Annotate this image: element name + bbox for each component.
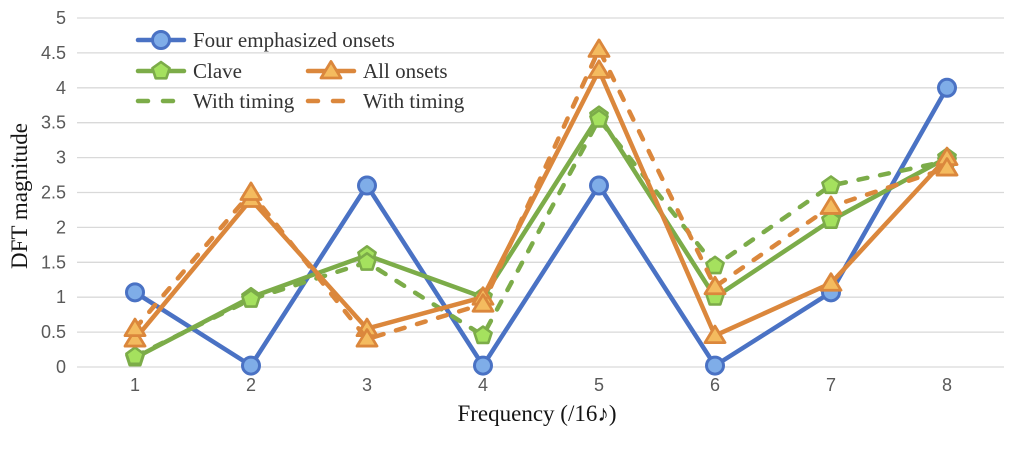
circle-marker [241, 355, 261, 376]
legend-key-four-emphasized-onsets [135, 30, 187, 50]
x-tick-label: 3 [362, 375, 372, 395]
y-tick-label: 5 [56, 8, 66, 28]
triangle-marker [355, 328, 379, 348]
x-axis-tick-labels: 1 2 3 4 5 6 7 8 [130, 375, 952, 395]
pentagon-marker [151, 60, 171, 80]
triangle-marker [123, 317, 147, 338]
pentagon-marker [241, 288, 261, 308]
circle-marker [705, 355, 725, 376]
legend-label-four-emphasized-onsets: Four emphasized onsets [193, 28, 395, 52]
x-tick-label: 8 [942, 375, 952, 395]
pentagon-marker [473, 325, 493, 345]
pentagon-marker [821, 175, 841, 195]
series-clave [125, 105, 957, 367]
y-tick-label: 2.5 [41, 183, 66, 203]
pentagon-marker [589, 108, 609, 128]
triangle-marker [703, 275, 727, 296]
pentagon-marker [821, 210, 841, 229]
triangle-marker [819, 272, 843, 292]
pentagon-marker [705, 255, 725, 275]
x-tick-label: 5 [594, 375, 604, 395]
legend-key-samples [135, 30, 357, 104]
series-line [132, 68, 950, 342]
dashed-series-line [132, 116, 950, 359]
circle-marker [589, 175, 609, 196]
y-tick-label: 3 [56, 148, 66, 168]
triangle-marker [239, 181, 263, 201]
plot-series [123, 38, 959, 376]
triangle-marker [587, 59, 611, 79]
circle-marker [151, 30, 171, 50]
triangle-marker [123, 328, 147, 348]
circle-marker [473, 355, 493, 376]
circle-marker [937, 77, 957, 98]
series-line [132, 113, 950, 361]
dashed-series-line [132, 47, 950, 342]
circle-marker [125, 282, 145, 303]
triangle-marker [703, 324, 727, 344]
legend-key-clave [135, 60, 187, 80]
y-tick-label: 4 [56, 78, 66, 98]
y-tick-label: 2 [56, 217, 66, 237]
legend: Four emphasized onsets Clave All onsets … [135, 28, 465, 113]
y-axis-title: DFT magnitude [7, 123, 32, 269]
x-tick-label: 1 [130, 375, 140, 395]
y-axis-tick-labels: 0 0.5 1 1.5 2 2.5 3 3.5 4 4.5 5 [41, 8, 66, 377]
x-axis-title: Frequency (/16♪) [457, 401, 616, 426]
x-tick-label: 2 [246, 375, 256, 395]
x-tick-label: 4 [478, 375, 488, 395]
x-tick-label: 6 [710, 375, 720, 395]
circle-marker [357, 175, 377, 196]
series-line [132, 85, 950, 368]
triangle-marker [935, 157, 959, 177]
legend-key-all-onsets [305, 60, 357, 80]
y-tick-label: 1 [56, 287, 66, 307]
y-tick-label: 0 [56, 357, 66, 377]
y-tick-label: 1.5 [41, 252, 66, 272]
y-tick-label: 4.5 [41, 43, 66, 63]
legend-label-clave: Clave [193, 59, 242, 83]
legend-label-with-timing-all-onsets: With timing [363, 89, 465, 113]
legend-label-all-onsets: All onsets [363, 59, 448, 83]
x-tick-label: 7 [826, 375, 836, 395]
legend-label-with-timing-clave: With timing [193, 89, 295, 113]
triangle-marker [819, 195, 843, 215]
triangle-marker [471, 293, 495, 313]
pentagon-marker [125, 346, 145, 366]
triangle-marker [319, 60, 343, 80]
series-with-timing [125, 108, 957, 366]
series-with-timing [123, 38, 959, 348]
y-tick-label: 3.5 [41, 113, 66, 133]
y-tick-label: 0.5 [41, 322, 66, 342]
pentagon-marker [357, 252, 377, 271]
triangle-marker [587, 38, 611, 58]
